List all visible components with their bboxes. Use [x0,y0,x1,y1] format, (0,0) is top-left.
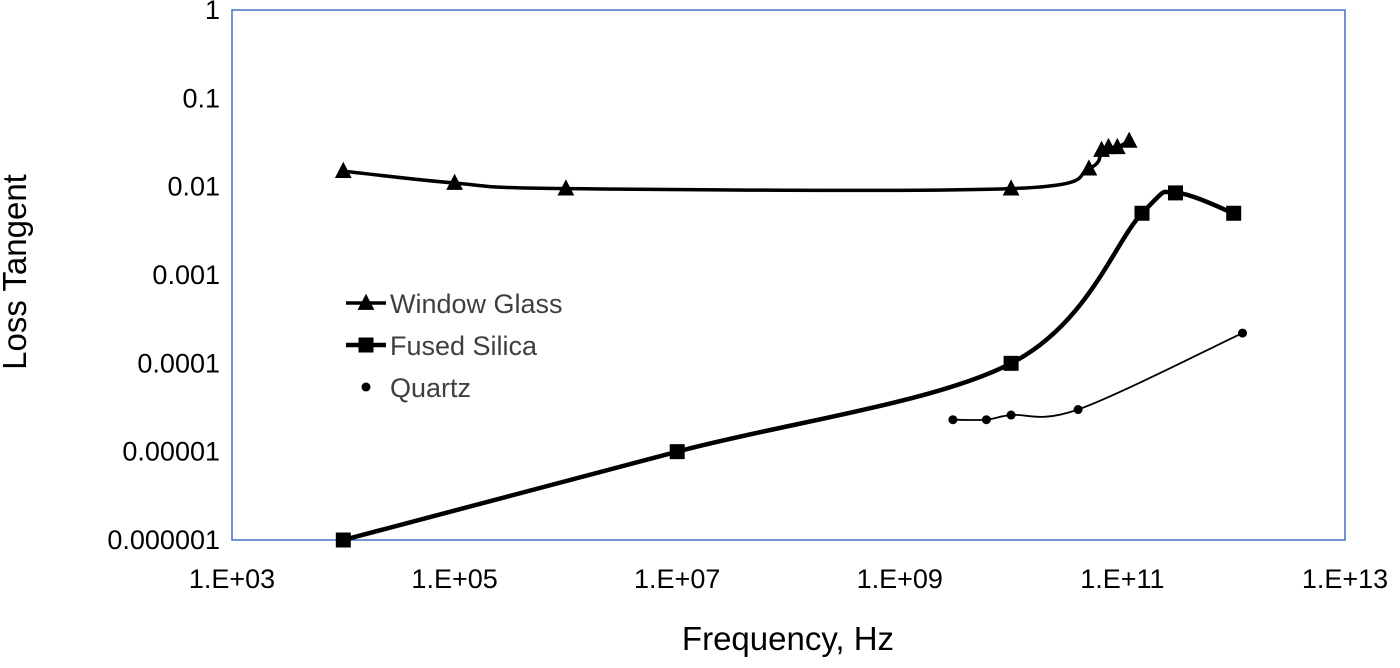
series-quartz [948,328,1248,425]
y-tick-label: 0.00001 [122,437,220,467]
legend-label: Window Glass [390,289,563,319]
plot-border [231,9,1346,541]
series-fused-silica-line [341,189,1236,543]
series-quartz-marker [948,415,958,425]
legend-label: Fused Silica [390,331,538,361]
y-tick-label: 0.0001 [137,348,220,378]
legend-triangle-marker-icon [357,293,375,310]
y-tick-label: 1 [205,0,220,25]
series-fused-silica [335,185,1242,548]
y-tick-label: 0.01 [167,172,220,202]
plot-area: 1 0.1 0.01 0.001 0.0001 0.00001 0.000001 1.E+03… [107,0,1388,594]
x-axis-title: Frequency, Hz [682,620,894,657]
x-tick-label: 1.E+13 [1302,564,1388,594]
series-window-glass [334,131,1138,196]
series-window-glass-marker [557,179,575,196]
y-axis-title: Loss Tangent [0,174,33,370]
series-quartz-marker [1238,328,1248,338]
series-fused-silica-marker [1134,205,1150,221]
series-quartz-line [952,332,1244,421]
series-window-glass-marker [334,161,352,179]
series-window-glass-marker [1108,137,1126,155]
legend-label: Quartz [390,373,471,403]
series-window-glass-marker [1120,131,1138,148]
legend-item-quartz: Quartz [361,373,471,403]
series-quartz-marker [1073,405,1083,415]
series-window-glass-marker [446,173,463,190]
x-tick-label: 1.E+07 [634,564,720,594]
x-tick-label: 1.E+03 [189,564,275,594]
series-quartz-marker [981,415,991,425]
series-fused-silica-marker [1168,185,1184,201]
legend: Window Glass Fused Silica Quartz [346,289,563,403]
legend-item-fused-silica: Fused Silica [346,331,538,361]
x-tick-label: 1.E+11 [1080,564,1164,594]
y-tick-label: 0.000001 [107,525,220,555]
series-window-glass-marker [1080,159,1098,176]
legend-square-marker-icon [358,337,374,353]
series-fused-silica-marker [669,444,685,460]
y-tick-label: 0.001 [152,260,220,290]
x-tick-label: 1.E+09 [857,564,943,594]
legend-item-window-glass: Window Glass [346,289,563,319]
legend-circle-marker-icon [361,382,371,392]
x-tick-label: 1.E+05 [411,564,497,594]
y-tick-label: 0.1 [182,83,220,113]
series-fused-silica-marker [335,532,351,548]
series-quartz-marker [1006,410,1016,420]
series-window-glass-marker [1002,179,1020,196]
series-fused-silica-marker [1003,355,1019,371]
series-fused-silica-marker [1226,205,1242,221]
